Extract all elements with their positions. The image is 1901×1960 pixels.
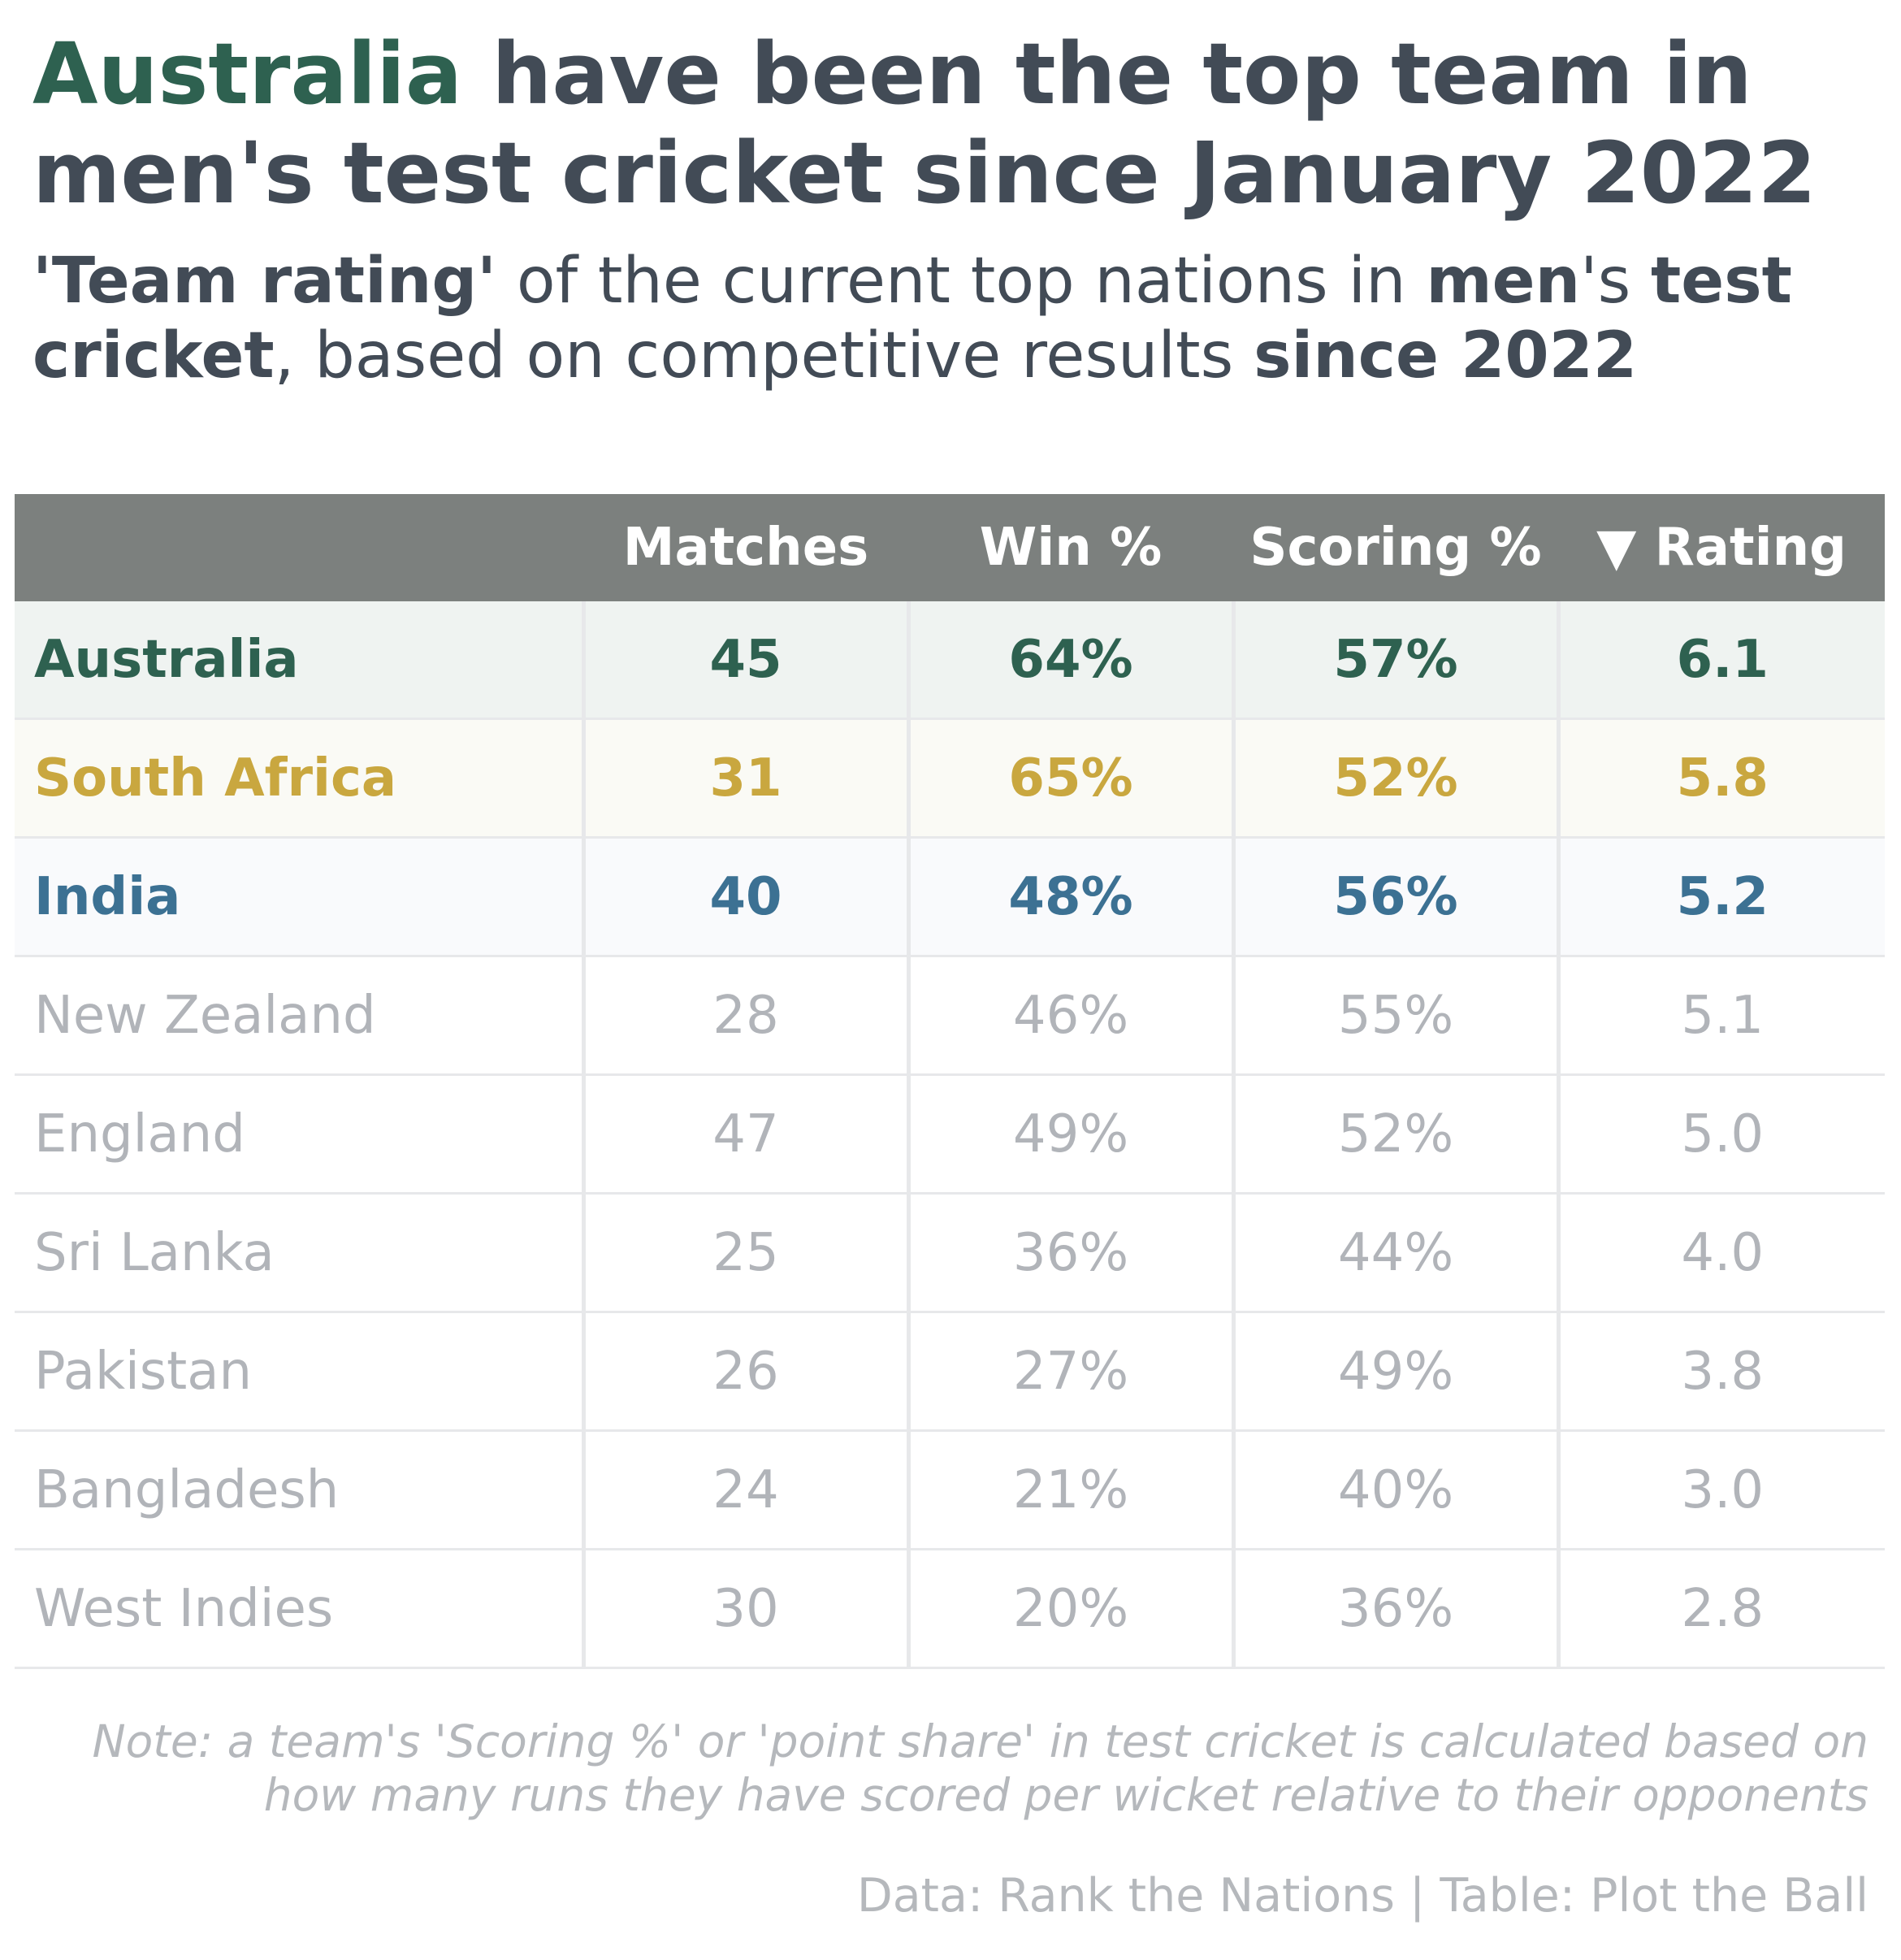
header-rating: ▼ Rating <box>1558 494 1885 601</box>
table-row: Australia 45 64% 57% 6.1 <box>15 601 1885 720</box>
source-credit: Data: Rank the Nations | Table: Plot the… <box>856 1869 1869 1923</box>
ratings-table: Matches Win % Scoring % ▼ Rating Austral… <box>15 494 1885 1669</box>
title-line2: men's test cricket since January 2022 <box>32 124 1817 223</box>
win-pct-cell: 20% <box>906 1549 1233 1669</box>
table-row: New Zealand 28 46% 55% 5.1 <box>15 956 1885 1076</box>
header-team <box>15 494 583 601</box>
subtitle-part: men <box>1426 245 1581 318</box>
matches-cell: 25 <box>581 1193 908 1313</box>
table-header-row: Matches Win % Scoring % ▼ Rating <box>15 494 1885 601</box>
table-note: Note: a team's 'Scoring %' or 'point sha… <box>49 1715 1869 1822</box>
table-row: South Africa 31 65% 52% 5.8 <box>15 718 1885 839</box>
win-pct-cell: 65% <box>906 718 1233 839</box>
note-line2: how many runs they have scored per wicke… <box>263 1769 1869 1821</box>
table-row: England 47 49% 52% 5.0 <box>15 1074 1885 1195</box>
subtitle-part: test cricket <box>32 245 1792 392</box>
rating-cell: 4.0 <box>1556 1193 1885 1313</box>
scoring-pct-cell: 52% <box>1231 1074 1558 1195</box>
scoring-pct-cell: 56% <box>1231 837 1558 957</box>
team-name: South Africa <box>15 718 583 839</box>
subtitle-part: , based on competitive results <box>274 319 1254 392</box>
rating-cell: 3.8 <box>1556 1312 1885 1432</box>
scoring-pct-cell: 55% <box>1231 956 1558 1076</box>
header-win-pct: Win % <box>908 494 1233 601</box>
win-pct-cell: 49% <box>906 1074 1233 1195</box>
win-pct-cell: 27% <box>906 1312 1233 1432</box>
scoring-pct-cell: 44% <box>1231 1193 1558 1313</box>
matches-cell: 40 <box>581 837 908 957</box>
title-accent: Australia <box>32 24 463 124</box>
table-row: West Indies 30 20% 36% 2.8 <box>15 1549 1885 1669</box>
rating-cell: 5.0 <box>1556 1074 1885 1195</box>
matches-cell: 26 <box>581 1312 908 1432</box>
subtitle-part: since 2022 <box>1254 319 1638 392</box>
table-row: Pakistan 26 27% 49% 3.8 <box>15 1312 1885 1432</box>
team-name: Pakistan <box>15 1312 583 1432</box>
matches-cell: 45 <box>581 601 908 720</box>
rating-cell: 3.0 <box>1556 1430 1885 1550</box>
matches-cell: 47 <box>581 1074 908 1195</box>
win-pct-cell: 46% <box>906 956 1233 1076</box>
scoring-pct-cell: 57% <box>1231 601 1558 720</box>
chart-title: Australia have been the top team in men'… <box>32 24 1885 223</box>
table-row: Sri Lanka 25 36% 44% 4.0 <box>15 1193 1885 1313</box>
scoring-pct-cell: 49% <box>1231 1312 1558 1432</box>
team-name: India <box>15 837 583 957</box>
chart-subtitle: 'Team rating' of the current top nations… <box>32 244 1885 393</box>
rating-cell: 2.8 <box>1556 1549 1885 1669</box>
rating-cell: 5.2 <box>1556 837 1885 957</box>
matches-cell: 31 <box>581 718 908 839</box>
table-row: India 40 48% 56% 5.2 <box>15 837 1885 957</box>
team-name: Bangladesh <box>15 1430 583 1550</box>
team-name: New Zealand <box>15 956 583 1076</box>
team-name: Sri Lanka <box>15 1193 583 1313</box>
rating-cell: 5.1 <box>1556 956 1885 1076</box>
matches-cell: 30 <box>581 1549 908 1669</box>
header-matches: Matches <box>583 494 908 601</box>
note-line1: Note: a team's 'Scoring %' or 'point sha… <box>92 1715 1869 1767</box>
team-name: West Indies <box>15 1549 583 1669</box>
scoring-pct-cell: 40% <box>1231 1430 1558 1550</box>
scoring-pct-cell: 36% <box>1231 1549 1558 1669</box>
matches-cell: 24 <box>581 1430 908 1550</box>
subtitle-part: 's <box>1580 245 1651 318</box>
title-line1-rest: have been the top team in <box>462 24 1752 124</box>
subtitle-part: of the current top nations in <box>496 245 1427 318</box>
table-row: Bangladesh 24 21% 40% 3.0 <box>15 1430 1885 1550</box>
team-name: England <box>15 1074 583 1195</box>
scoring-pct-cell: 52% <box>1231 718 1558 839</box>
rating-cell: 6.1 <box>1556 601 1885 720</box>
subtitle-part: 'Team rating' <box>32 245 497 318</box>
win-pct-cell: 21% <box>906 1430 1233 1550</box>
win-pct-cell: 48% <box>906 837 1233 957</box>
header-scoring-pct: Scoring % <box>1233 494 1558 601</box>
win-pct-cell: 36% <box>906 1193 1233 1313</box>
rating-cell: 5.8 <box>1556 718 1885 839</box>
win-pct-cell: 64% <box>906 601 1233 720</box>
matches-cell: 28 <box>581 956 908 1076</box>
team-name: Australia <box>15 601 583 720</box>
